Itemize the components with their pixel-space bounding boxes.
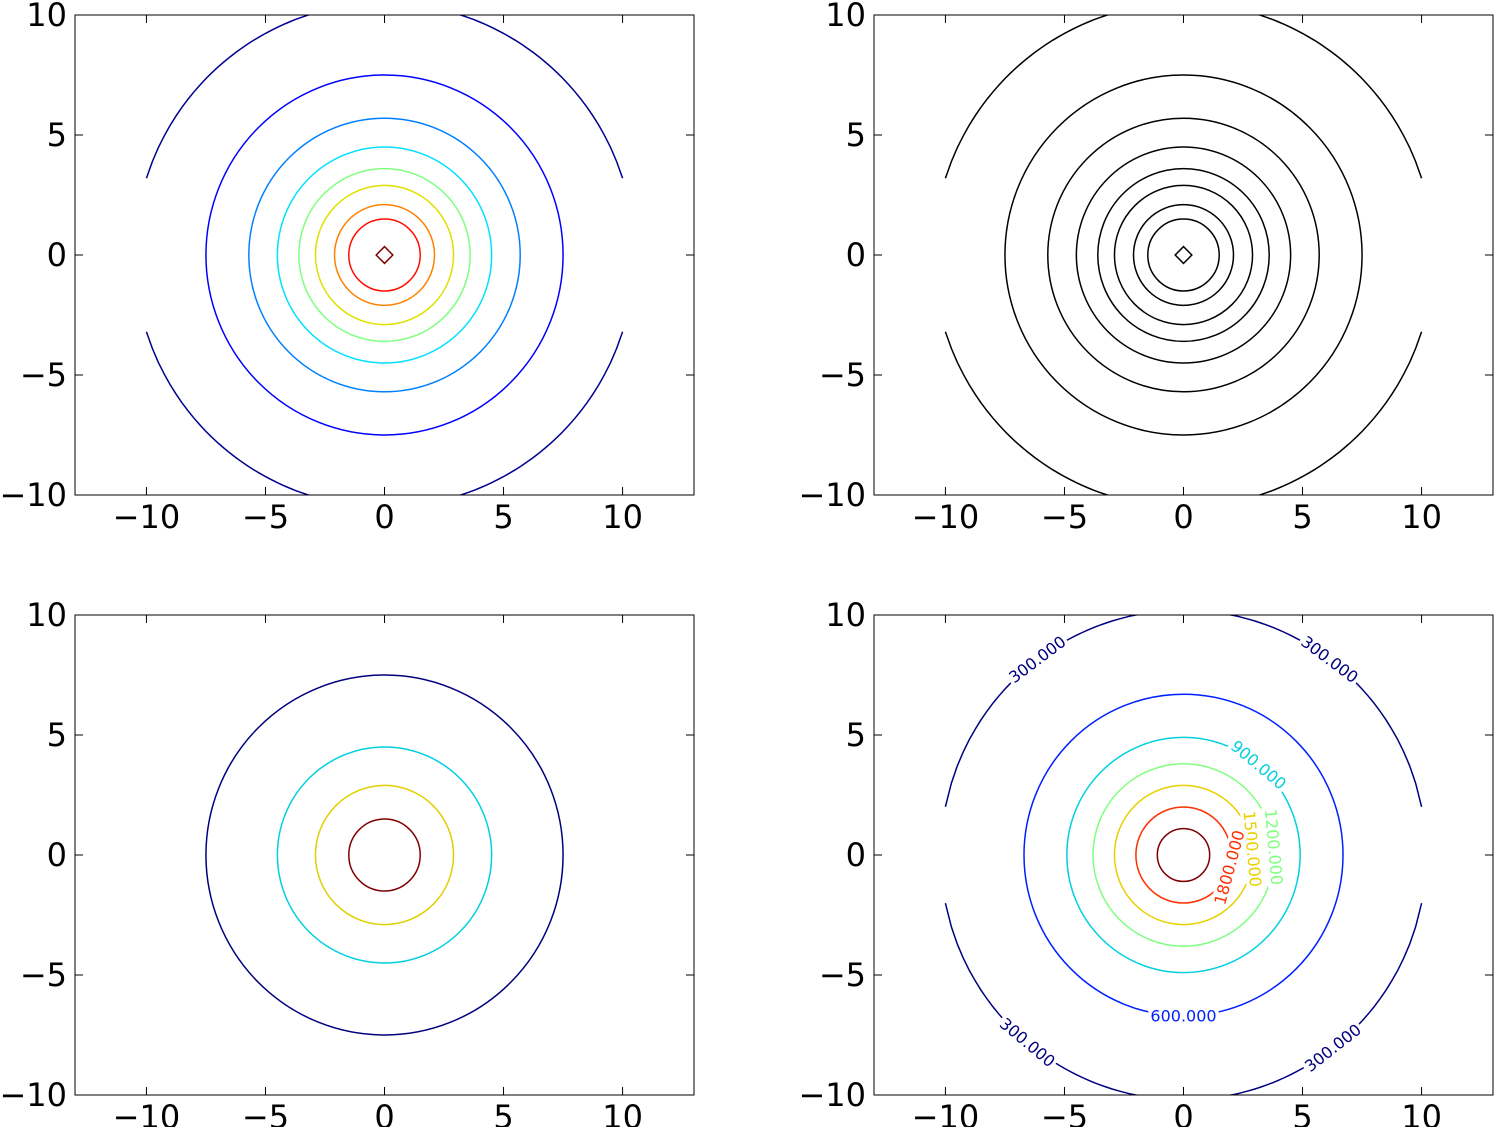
x-tick-label: 10 xyxy=(1401,498,1442,536)
contour-line-7 xyxy=(348,218,421,292)
contour-line-3 xyxy=(1075,146,1292,364)
contour-line-0 xyxy=(944,15,1423,495)
y-tick-label: 10 xyxy=(825,596,866,634)
y-tick-label: 5 xyxy=(846,116,866,154)
contour-label-gap xyxy=(1210,826,1249,909)
y-tick-label: 0 xyxy=(47,236,67,274)
contour-lines xyxy=(944,15,1423,495)
x-tick-label: 0 xyxy=(374,498,394,536)
contour-label-gap xyxy=(1299,1019,1367,1077)
contour-label: 300.000 xyxy=(996,1014,1059,1071)
y-tick-label: 10 xyxy=(26,596,67,634)
contour-line-6 xyxy=(1132,203,1235,307)
panel-top-right: −10 −5 0 5 10 −10 −5 0 5 10 xyxy=(798,0,1494,536)
contour-line-2 xyxy=(248,117,521,393)
axes-frame xyxy=(74,614,695,1096)
contour-line-0 xyxy=(205,674,564,1036)
y-tick-label: 5 xyxy=(47,716,67,754)
y-tick-label: −10 xyxy=(0,1076,67,1114)
contour-line-2 xyxy=(314,784,455,926)
panel-top-left: −10 −5 0 5 10 −10 −5 0 5 10 xyxy=(0,0,695,536)
x-tick-label: −10 xyxy=(912,498,980,536)
contour-label-gap xyxy=(1296,631,1364,688)
y-tick-label: −5 xyxy=(20,956,67,994)
x-tick-label: 10 xyxy=(602,1098,643,1127)
y-tick-label: 0 xyxy=(846,236,866,274)
contour-label: 300.000 xyxy=(1298,632,1362,687)
contour-line-4 xyxy=(298,167,471,343)
panel-bottom-right: 300.000 300.000 300.000 300.000 600.000 900.0… xyxy=(798,596,1494,1127)
contour-label-gap xyxy=(1239,808,1265,890)
x-tick-label: −5 xyxy=(1041,498,1088,536)
x-tick-label: −10 xyxy=(912,1098,980,1127)
contour-label: 300.000 xyxy=(1301,1020,1365,1076)
contour-line-0 xyxy=(145,15,624,495)
contour-line-1 xyxy=(205,74,564,436)
y-tick-label: 10 xyxy=(26,0,67,34)
contour-line-2 xyxy=(1047,117,1320,393)
x-tick-label: −5 xyxy=(1041,1098,1088,1127)
contour-line-6 xyxy=(1156,827,1211,883)
contour-line-8 xyxy=(375,245,394,265)
axes-frame xyxy=(873,14,1494,496)
y-tick-label: 0 xyxy=(47,836,67,874)
contour-line-3 xyxy=(348,818,421,892)
y-tick-label: −5 xyxy=(819,956,866,994)
x-tick-label: 0 xyxy=(1173,1098,1193,1127)
x-tick-label: −10 xyxy=(113,498,181,536)
contour-line-7 xyxy=(1147,218,1220,292)
x-tick-label: 5 xyxy=(493,498,513,536)
contour-line-1 xyxy=(1004,74,1363,436)
contour-line-5 xyxy=(314,184,455,326)
x-tick-label: −5 xyxy=(242,498,289,536)
y-tick-label: 5 xyxy=(47,116,67,154)
axes-frame xyxy=(74,14,695,496)
x-tick-label: −10 xyxy=(113,1098,181,1127)
y-tick-label: −10 xyxy=(798,476,866,514)
x-tick-label: 5 xyxy=(1292,1098,1312,1127)
contour-line-2 xyxy=(1066,736,1301,974)
y-tick-label: −5 xyxy=(20,356,67,394)
contour-label: 1800.000 xyxy=(1210,828,1248,907)
contour-line-5 xyxy=(1113,184,1254,326)
x-tick-label: 10 xyxy=(602,498,643,536)
y-tick-label: −5 xyxy=(819,356,866,394)
y-tick-label: 10 xyxy=(825,0,866,34)
contour-label-gap xyxy=(1225,735,1292,795)
contour-label: 900.000 xyxy=(1227,736,1290,793)
contour-line-8 xyxy=(1174,245,1193,265)
y-tick-label: 5 xyxy=(846,716,866,754)
y-tick-label: −10 xyxy=(0,476,67,514)
x-tick-label: 0 xyxy=(1173,498,1193,536)
contour-lines xyxy=(145,15,624,495)
x-tick-label: 10 xyxy=(1401,1098,1442,1127)
x-tick-label: 5 xyxy=(1292,498,1312,536)
x-tick-label: −5 xyxy=(242,1098,289,1127)
contour-lines xyxy=(205,674,564,1036)
contour-label: 600.000 xyxy=(1150,1006,1216,1025)
contour-label: 300.000 xyxy=(1005,632,1069,687)
y-tick-label: −10 xyxy=(798,1076,866,1114)
contour-line-6 xyxy=(333,203,436,307)
y-tick-label: 0 xyxy=(846,836,866,874)
contour-label-gap xyxy=(1003,631,1071,688)
contour-line-1 xyxy=(276,746,493,964)
contour-label-gap xyxy=(1261,806,1287,888)
contour-label-gap xyxy=(1148,1006,1219,1025)
panel-bottom-left: −10 −5 0 5 10 −10 −5 0 5 10 xyxy=(0,596,695,1127)
contour-label-gap xyxy=(994,1013,1061,1073)
x-tick-label: 0 xyxy=(374,1098,394,1127)
contour-line-1 xyxy=(1023,693,1344,1017)
contour-line-4 xyxy=(1097,167,1270,343)
contour-line-3 xyxy=(276,146,493,364)
x-tick-label: 5 xyxy=(493,1098,513,1127)
